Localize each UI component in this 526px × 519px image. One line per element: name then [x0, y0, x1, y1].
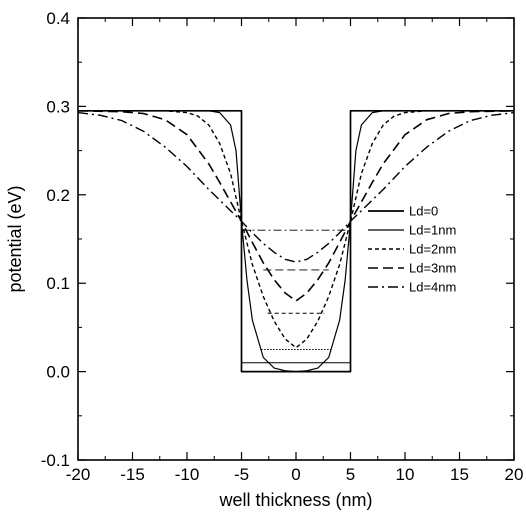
x-tick-label: 20	[505, 465, 524, 484]
tick-layer: -20 -15 -10 -5 0 5 10 15 20 -0.1 0.0 0.1 0.2 0.3 0.4	[41, 9, 524, 484]
legend-label-ld1: Ld=1nm	[409, 223, 456, 238]
x-tick-label: 5	[346, 465, 355, 484]
x-tick-label: -15	[120, 465, 145, 484]
x-tick-label: 10	[396, 465, 415, 484]
plot-layer	[77, 109, 515, 373]
x-tick-label: -5	[234, 465, 249, 484]
series-line-ld3	[77, 110, 515, 302]
legend-label-ld0: Ld=0	[409, 204, 438, 219]
y-tick-label: 0.0	[46, 363, 70, 382]
y-tick-label: 0.1	[46, 274, 70, 293]
y-tick-label: 0.2	[46, 186, 70, 205]
y-tick-label: 0.4	[46, 9, 70, 28]
plot-frame	[77, 17, 515, 461]
legend-label-ld3: Ld=3nm	[409, 261, 456, 276]
y-tick-label: -0.1	[41, 451, 70, 470]
legend: Ld=0 Ld=1nm Ld=2nm Ld=3nm Ld=4nm	[368, 204, 456, 295]
y-tick-label: 0.3	[46, 97, 70, 116]
y-axis-title: potential (eV)	[5, 185, 25, 292]
x-axis-title: well thickness (nm)	[218, 490, 372, 510]
x-tick-label: -10	[175, 465, 200, 484]
series-line-ld4	[77, 111, 515, 263]
legend-label-ld4: Ld=4nm	[409, 280, 456, 295]
x-tick-label: 0	[291, 465, 300, 484]
x-tick-label: -20	[66, 465, 91, 484]
legend-label-ld2: Ld=2nm	[409, 242, 456, 257]
x-tick-label: 15	[450, 465, 469, 484]
series-line-ld1	[78, 110, 514, 373]
series-line-ld2	[78, 110, 514, 349]
